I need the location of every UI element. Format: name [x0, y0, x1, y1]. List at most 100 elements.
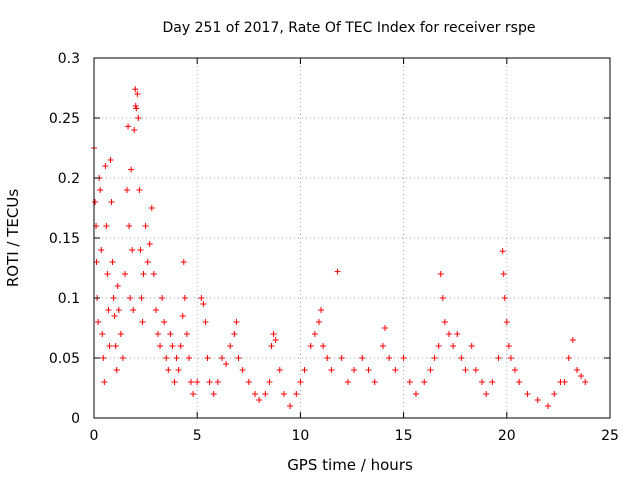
- data-point: [239, 367, 246, 373]
- data-point: [163, 355, 170, 361]
- data-point: [100, 355, 107, 361]
- data-point: [468, 343, 475, 349]
- data-point: [495, 355, 502, 361]
- data-point: [134, 91, 141, 97]
- x-axis-label: GPS time / hours: [287, 456, 413, 474]
- y-tick-label: 0.05: [49, 351, 80, 367]
- data-point: [272, 337, 279, 343]
- data-point: [142, 223, 149, 229]
- data-point: [180, 259, 187, 265]
- data-point: [472, 367, 479, 373]
- data-point: [126, 223, 133, 229]
- y-tick-label: 0.1: [58, 291, 80, 307]
- y-tick-label: 0.15: [49, 231, 80, 247]
- x-tick-labels: 0 5 10 15 20 25: [90, 428, 619, 444]
- data-point: [501, 295, 508, 301]
- data-point: [569, 337, 576, 343]
- data-point: [371, 379, 378, 385]
- data-point: [441, 319, 448, 325]
- data-point: [137, 247, 144, 253]
- data-point: [503, 319, 510, 325]
- data-point: [505, 343, 512, 349]
- x-tick-label: 15: [395, 428, 413, 444]
- data-point: [338, 355, 345, 361]
- data-point: [109, 259, 116, 265]
- data-point: [268, 343, 275, 349]
- data-point: [386, 355, 393, 361]
- data-point: [545, 403, 552, 409]
- data-point: [154, 331, 161, 337]
- data-point: [315, 319, 322, 325]
- data-point: [218, 355, 225, 361]
- data-point: [318, 307, 325, 313]
- data-point: [437, 271, 444, 277]
- data-point: [534, 397, 541, 403]
- data-point: [129, 247, 136, 253]
- y-tick-label: 0.25: [49, 111, 80, 127]
- data-point: [133, 105, 140, 112]
- data-point: [144, 259, 151, 265]
- data-point: [138, 295, 145, 301]
- data-point: [256, 397, 263, 403]
- data-point: [159, 295, 166, 301]
- grid-lines: [94, 58, 610, 418]
- data-point: [344, 379, 351, 385]
- data-point: [106, 343, 113, 349]
- data-point: [235, 355, 242, 361]
- data-point: [148, 205, 155, 211]
- data-point: [146, 241, 153, 247]
- data-point: [198, 295, 205, 301]
- data-point: [121, 271, 128, 277]
- data-point: [185, 355, 192, 361]
- data-point: [152, 307, 159, 313]
- data-point: [578, 373, 585, 379]
- y-tick-label: 0.3: [58, 51, 80, 67]
- data-point: [427, 367, 434, 373]
- data-point: [139, 319, 146, 325]
- data-point: [462, 367, 469, 373]
- data-point: [200, 301, 207, 307]
- data-point: [181, 295, 188, 301]
- data-point: [210, 391, 217, 397]
- data-point: [524, 391, 531, 397]
- data-point: [582, 379, 589, 385]
- data-point: [171, 379, 178, 385]
- data-point: [132, 86, 139, 93]
- data-point: [177, 343, 184, 349]
- data-point: [231, 331, 238, 337]
- data-point: [104, 271, 111, 277]
- data-point: [115, 307, 122, 313]
- axis-ticks: [93, 57, 611, 419]
- data-point: [500, 271, 507, 277]
- data-point: [130, 307, 137, 313]
- data-point: [392, 367, 399, 373]
- data-point: [351, 367, 358, 373]
- data-point: [150, 271, 157, 277]
- data-point: [194, 379, 201, 385]
- data-point: [446, 331, 453, 337]
- y-axis-label: ROTI / TECUs: [4, 189, 22, 287]
- data-point: [95, 319, 102, 325]
- data-point: [454, 331, 461, 337]
- data-point: [516, 379, 523, 385]
- data-point: [99, 331, 106, 337]
- data-point: [450, 343, 457, 349]
- data-point: [439, 295, 446, 301]
- data-point: [92, 199, 99, 205]
- data-point: [251, 391, 258, 397]
- chart-title: Day 251 of 2017, Rate Of TEC Index for r…: [163, 20, 536, 36]
- data-point: [183, 331, 190, 337]
- data-point: [167, 331, 174, 337]
- data-point: [188, 379, 195, 385]
- data-point: [173, 355, 180, 361]
- data-point: [324, 355, 331, 361]
- data-point: [489, 379, 496, 385]
- data-point: [334, 268, 341, 275]
- data-point: [157, 343, 164, 349]
- data-point: [359, 355, 366, 361]
- data-point: [270, 331, 277, 337]
- data-point: [127, 295, 134, 301]
- data-point: [412, 391, 419, 397]
- data-point: [551, 391, 558, 397]
